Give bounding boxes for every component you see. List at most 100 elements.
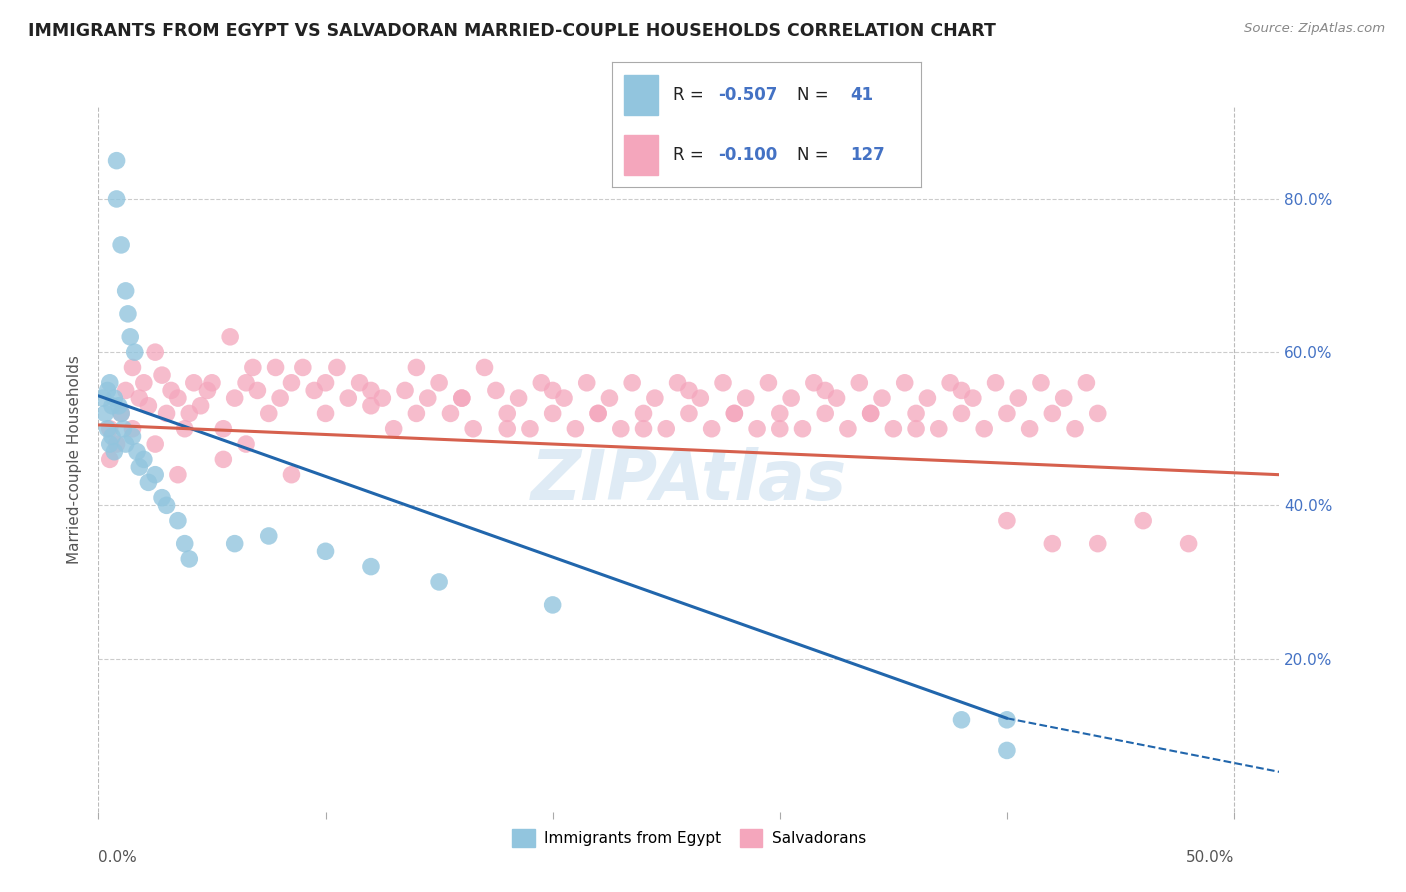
Point [155, 406, 177, 420]
Point [848, 376, 870, 390]
Point [315, 544, 337, 558]
Point [463, 422, 485, 436]
Point [269, 391, 291, 405]
Point [173, 422, 195, 436]
Point [814, 384, 837, 398]
Point [167, 467, 190, 482]
Point [360, 559, 382, 574]
Point [108, 399, 131, 413]
Text: 50.0%: 50.0% [1185, 850, 1234, 865]
Point [120, 330, 142, 344]
Point [666, 376, 689, 390]
Point [939, 376, 962, 390]
Point [91, 391, 114, 405]
Text: 0.0%: 0.0% [98, 850, 138, 865]
Point [98, 437, 121, 451]
Point [94, 406, 117, 420]
Text: -0.507: -0.507 [718, 86, 778, 103]
Point [212, 452, 235, 467]
Point [98, 376, 121, 390]
Text: N =: N = [797, 146, 834, 164]
Point [825, 391, 848, 405]
Point [197, 384, 219, 398]
Point [541, 406, 564, 420]
Text: -0.100: -0.100 [718, 146, 778, 164]
Point [212, 422, 235, 436]
Point [496, 422, 519, 436]
Point [1064, 422, 1087, 436]
Point [179, 406, 201, 420]
Point [859, 406, 882, 420]
Point [803, 376, 825, 390]
Point [711, 376, 734, 390]
Point [315, 406, 337, 420]
Text: Source: ZipAtlas.com: Source: ZipAtlas.com [1244, 22, 1385, 36]
Point [360, 399, 382, 413]
Point [1040, 406, 1063, 420]
Point [1087, 406, 1109, 420]
Point [474, 360, 496, 375]
Point [530, 376, 553, 390]
Point [138, 399, 160, 413]
Point [291, 360, 314, 375]
Point [112, 422, 135, 436]
Point [984, 376, 1007, 390]
Point [723, 406, 745, 420]
Point [371, 391, 394, 405]
Point [995, 514, 1018, 528]
Point [124, 345, 146, 359]
Point [190, 399, 212, 413]
Point [644, 391, 666, 405]
Text: R =: R = [673, 86, 710, 103]
Point [382, 422, 405, 436]
Point [257, 406, 280, 420]
Point [96, 422, 118, 436]
Point [995, 743, 1018, 757]
Point [128, 460, 150, 475]
Point [586, 406, 609, 420]
Point [814, 406, 837, 420]
Point [950, 713, 973, 727]
Point [995, 713, 1018, 727]
Point [101, 429, 124, 443]
Point [439, 406, 461, 420]
Text: 41: 41 [849, 86, 873, 103]
Point [905, 406, 928, 420]
Bar [624, 135, 658, 175]
Point [114, 284, 136, 298]
Point [598, 391, 620, 405]
Point [280, 376, 302, 390]
Point [103, 444, 125, 458]
Point [405, 406, 427, 420]
Point [427, 376, 450, 390]
Point [183, 376, 205, 390]
Point [114, 384, 136, 398]
Point [655, 422, 678, 436]
Point [326, 360, 349, 375]
Point [427, 574, 450, 589]
Point [905, 422, 928, 436]
Point [125, 444, 148, 458]
Point [98, 422, 121, 436]
Point [837, 422, 859, 436]
Point [893, 376, 915, 390]
Point [110, 406, 132, 420]
Point [173, 536, 195, 550]
Point [105, 192, 128, 206]
Point [264, 360, 287, 375]
Point [235, 376, 257, 390]
Point [101, 399, 124, 413]
Point [1177, 536, 1199, 550]
Point [349, 376, 371, 390]
Text: ZIPAtlas: ZIPAtlas [531, 447, 846, 514]
Point [485, 384, 508, 398]
Point [132, 452, 155, 467]
Point [586, 406, 609, 420]
Point [242, 360, 264, 375]
Point [150, 491, 173, 505]
Point [138, 475, 160, 490]
Point [302, 384, 325, 398]
Point [143, 345, 166, 359]
Point [121, 422, 143, 436]
Point [257, 529, 280, 543]
